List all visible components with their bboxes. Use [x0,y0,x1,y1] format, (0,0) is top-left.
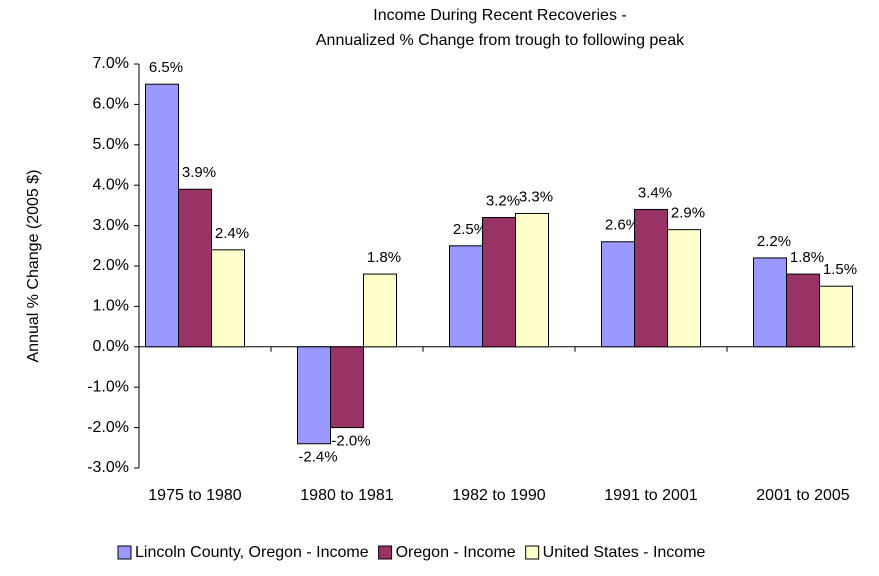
y-axis-label: Annual % Change (2005 $) [25,169,42,362]
legend-label: United States - Income [543,544,706,561]
value-label: 1.8% [790,249,824,266]
value-label: -2.4% [298,449,337,466]
legend-label: Lincoln County, Oregon - Income [135,544,369,561]
value-label: 2.6% [605,217,639,234]
y-tick-label: -3.0% [87,459,129,476]
y-tick-label: 7.0% [93,55,129,72]
bar [667,229,701,348]
legend-swatch [378,545,393,560]
y-tick-label: 4.0% [93,176,129,193]
bar [297,346,331,445]
bar [601,241,635,348]
y-tick-label: 3.0% [93,217,129,234]
y-tick-label: 1.0% [93,298,129,315]
value-label: 3.2% [486,192,520,209]
x-tick-label: 1980 to 1981 [300,487,394,504]
x-tick-label: 2001 to 2005 [756,487,850,504]
y-tick-label: -2.0% [87,419,129,436]
chart-title: Income During Recent Recoveries - [373,7,626,24]
value-label: 3.4% [638,184,672,201]
y-tick-label: 2.0% [93,257,129,274]
bar [330,346,364,429]
x-tick-label: 1982 to 1990 [452,487,546,504]
bar [211,249,245,348]
value-label: 3.9% [182,164,216,181]
bar [178,188,212,348]
bar [819,285,853,348]
value-label: -2.0% [331,433,370,450]
x-tick-label: 1975 to 1980 [148,487,242,504]
bar [482,217,516,348]
bar [515,212,549,348]
legend-swatch [525,545,540,560]
value-label: 2.4% [215,225,249,242]
y-tick-label: 5.0% [93,136,129,153]
y-tick-label: 6.0% [93,96,129,113]
legend-label: Oregon - Income [396,544,516,561]
bar [786,273,820,348]
value-label: 6.5% [149,59,183,76]
bar [145,83,179,348]
x-tick-label: 1991 to 2001 [604,487,698,504]
bar [449,245,483,348]
y-tick-label: -1.0% [87,378,129,395]
chart-title: Annualized % Change from trough to follo… [316,32,685,49]
bar [363,273,397,348]
value-label: 3.3% [519,188,553,205]
bar [753,257,787,348]
legend-swatch [117,545,132,560]
value-label: 2.2% [757,233,791,250]
value-label: 2.9% [671,205,705,222]
y-tick-label: 0.0% [93,338,129,355]
value-label: 1.8% [367,249,401,266]
bar [634,208,668,348]
value-label: 2.5% [453,221,487,238]
value-label: 1.5% [823,261,857,278]
